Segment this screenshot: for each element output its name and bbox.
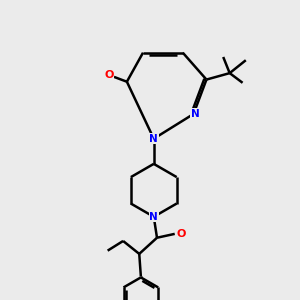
Text: N: N [149, 134, 158, 144]
Text: N: N [191, 109, 200, 119]
Text: O: O [104, 70, 114, 80]
Text: O: O [176, 229, 186, 239]
Text: N: N [149, 212, 158, 222]
